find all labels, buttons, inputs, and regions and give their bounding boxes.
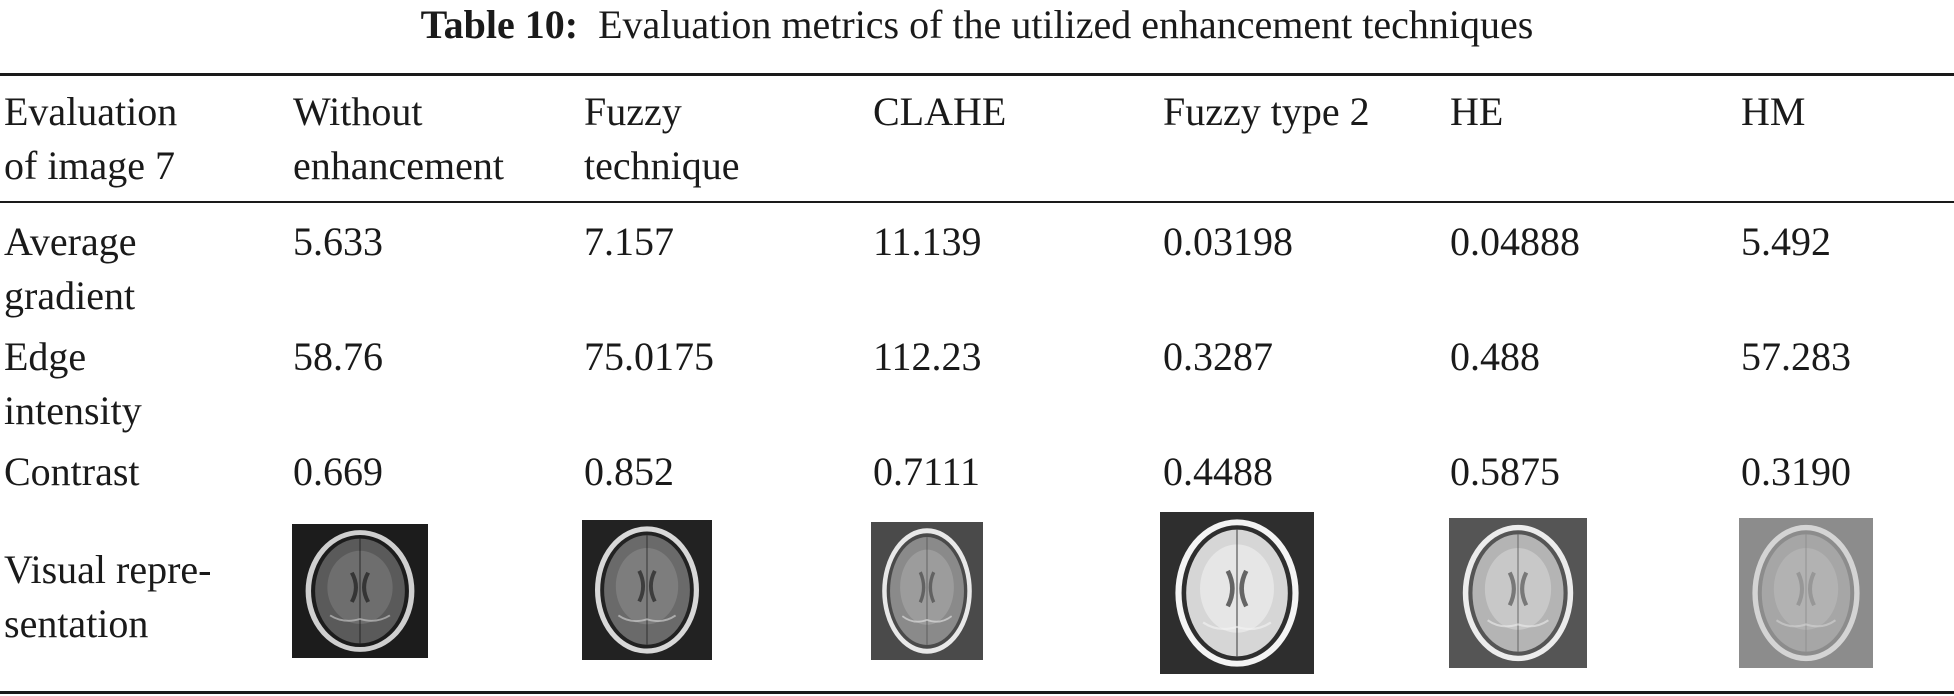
caption-text: Evaluation metrics of the utilized enhan… [598,2,1534,47]
table-cell: 0.4488 [1163,449,1273,494]
mri-scan-image [1739,518,1873,668]
table-cell: 7.157 [584,219,674,264]
table-cell: 0.488 [1450,334,1540,379]
table-cell: 58.76 [293,334,383,379]
table-cell: 0.03198 [1163,219,1293,264]
table-caption: Table 10: Evaluation metrics of the util… [0,0,1954,52]
header-cell-hm: HM [1741,89,1806,134]
top-rule [0,73,1954,76]
table-cell: 0.852 [584,449,674,494]
table-cell: 0.7111 [873,449,981,494]
header-cell-fuzzy-technique: Fuzzy technique [584,89,740,188]
row-label: Contrast [4,449,140,494]
mri-scan-image [1449,518,1587,668]
table-cell: 5.492 [1741,219,1831,264]
table-cell: 0.04888 [1450,219,1580,264]
mri-scan-image [292,524,428,658]
table-cell: 112.23 [873,334,982,379]
header-cell-without-enhancement: Without enhancement [293,89,504,188]
table-cell: 5.633 [293,219,383,264]
table-cell: 11.139 [873,219,982,264]
table-cell: 0.5875 [1450,449,1560,494]
header-rule [0,201,1954,203]
table-cell: 0.3287 [1163,334,1273,379]
header-row-label: Evaluation of image 7 [4,89,178,188]
table-cell: 57.283 [1741,334,1851,379]
mri-scan-image [1160,512,1314,674]
caption-label: Table 10: [420,2,579,47]
row-label: Visual repre- sentation [4,547,212,646]
mri-scan-image [582,520,712,660]
header-cell-fuzzy-type-2: Fuzzy type 2 [1163,89,1370,134]
header-cell-clahe: CLAHE [873,89,1007,134]
table-cell: 0.669 [293,449,383,494]
mri-scan-image [871,522,983,660]
bottom-rule [0,691,1954,694]
row-label: Average gradient [4,219,137,318]
header-cell-he: HE [1450,89,1504,134]
table-cell: 75.0175 [584,334,714,379]
row-label: Edge intensity [4,334,142,433]
table-cell: 0.3190 [1741,449,1851,494]
